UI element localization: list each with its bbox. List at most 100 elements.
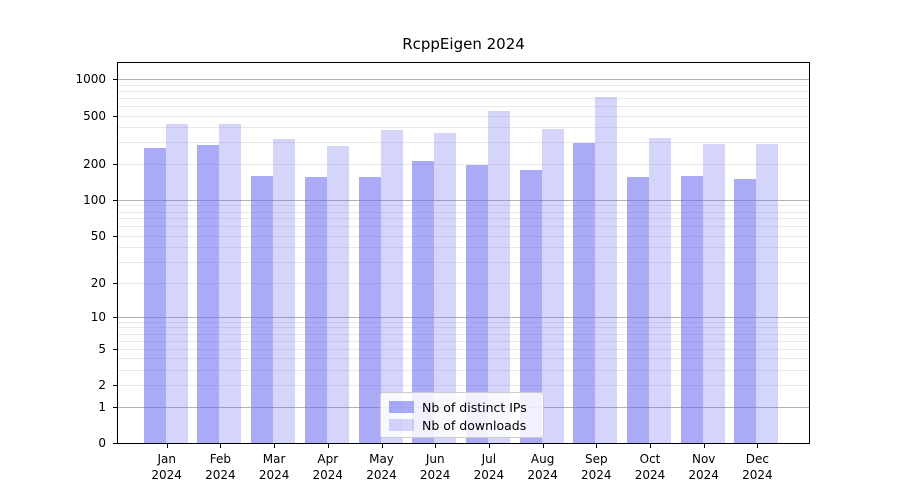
- bar-distinct-ips-feb: [197, 144, 220, 443]
- x-tick-label-jun: Jun 2024: [419, 452, 451, 482]
- x-tick-label-oct: Oct 2024: [634, 452, 666, 482]
- bar-distinct-ips-apr: [304, 177, 327, 443]
- y-tick-label-10: 10: [90, 309, 106, 324]
- bar-downloads-mar: [273, 139, 296, 443]
- gridline-minor-8: [118, 327, 809, 329]
- x-tick-mark-feb: [220, 444, 222, 448]
- gridline-minor-30: [118, 262, 809, 264]
- legend-label-downloads: Nb of downloads: [422, 417, 527, 433]
- bar-downloads-jun: [434, 132, 457, 443]
- bar-distinct-ips-jan: [143, 147, 166, 443]
- x-tick-label-mar: Mar 2024: [258, 452, 290, 482]
- y-tick-label-500: 500: [83, 108, 106, 123]
- x-tick-label-aug: Aug 2024: [527, 452, 558, 482]
- y-tick-label-200: 200: [83, 156, 106, 171]
- x-tick-mark-nov: [703, 444, 705, 448]
- bar-distinct-ips-oct: [627, 177, 649, 443]
- y-tick-label-2: 2: [98, 378, 106, 393]
- y-tick-label-50: 50: [90, 228, 106, 243]
- bar-downloads-nov: [702, 144, 725, 443]
- legend-swatch-distinct-ips: [389, 401, 414, 413]
- y-tick-mark-1: [113, 406, 117, 408]
- gridline-minor-60: [118, 226, 809, 228]
- gridline-minor-5: [118, 348, 809, 350]
- y-tick-label-20: 20: [90, 275, 106, 290]
- gridline-minor-20: [118, 282, 809, 284]
- bar-downloads-aug: [541, 128, 564, 443]
- y-tick-mark-2: [113, 385, 117, 387]
- y-tick-mark-500: [113, 115, 117, 117]
- x-tick-label-sep: Sep 2024: [581, 452, 612, 482]
- bar-downloads-sep: [595, 97, 618, 443]
- y-tick-label-0: 0: [98, 436, 106, 450]
- gridline-minor-3: [118, 370, 809, 371]
- gridline-minor-4: [118, 358, 809, 360]
- x-tick-label-dec: Dec 2024: [742, 452, 773, 482]
- y-tick-mark-20: [113, 282, 117, 284]
- y-tick-label-1000: 1000: [75, 72, 106, 86]
- x-tick-mark-dec: [757, 444, 759, 448]
- gridline-minor-200: [118, 163, 809, 165]
- bar-distinct-ips-aug: [519, 170, 542, 443]
- x-tick-label-apr: Apr 2024: [312, 452, 344, 482]
- x-tick-mark-jun: [435, 444, 437, 448]
- plot-area: [117, 62, 810, 444]
- gridline-minor-80: [118, 211, 809, 213]
- y-tick-mark-50: [113, 235, 117, 237]
- gridline-minor-600: [118, 105, 809, 107]
- y-tick-label-1: 1: [98, 399, 106, 414]
- x-tick-mark-aug: [542, 444, 544, 448]
- x-tick-mark-mar: [274, 444, 276, 448]
- y-tick-mark-1000: [113, 79, 117, 80]
- bar-distinct-ips-jul: [465, 164, 488, 443]
- bar-downloads-may: [380, 129, 403, 443]
- x-tick-mark-sep: [596, 444, 598, 448]
- gridline-minor-2: [118, 385, 809, 387]
- gridline-minor-700: [118, 97, 809, 99]
- y-tick-mark-10: [113, 316, 117, 318]
- x-tick-mark-jan: [166, 444, 168, 448]
- legend-item-distinct-ips: Nb of distinct IPs: [381, 398, 543, 416]
- legend: Nb of distinct IPs Nb of downloads: [380, 392, 544, 438]
- gridline-minor-40: [118, 247, 809, 249]
- x-tick-label-jan: Jan 2024: [151, 452, 182, 482]
- gridline-major-10: [118, 316, 809, 318]
- y-tick-mark-200: [113, 163, 117, 165]
- x-tick-mark-may: [381, 444, 383, 448]
- gridline-major-1000: [118, 79, 809, 80]
- gridline-minor-50: [118, 235, 809, 237]
- chart-title: RcppEigen 2024: [402, 35, 525, 53]
- bar-distinct-ips-jun: [412, 160, 435, 443]
- bar-distinct-ips-nov: [680, 176, 703, 443]
- gridline-minor-7: [118, 333, 809, 335]
- bar-downloads-jan: [165, 124, 188, 443]
- gridline-minor-90: [118, 205, 809, 207]
- y-tick-label-100: 100: [83, 192, 106, 207]
- gridline-minor-9: [118, 321, 809, 323]
- bar-distinct-ips-dec: [734, 178, 757, 443]
- y-tick-label-5: 5: [98, 341, 106, 356]
- bar-downloads-jul: [487, 110, 510, 443]
- x-tick-label-feb: Feb 2024: [205, 452, 236, 482]
- gridline-major-100: [118, 199, 809, 201]
- gridline-minor-70: [118, 218, 809, 220]
- gridline-minor-300: [118, 142, 809, 144]
- bar-downloads-feb: [219, 124, 242, 443]
- x-tick-mark-oct: [650, 444, 651, 448]
- gridline-minor-900: [118, 84, 809, 86]
- gridline-minor-400: [118, 127, 809, 129]
- bar-downloads-apr: [326, 146, 349, 443]
- legend-item-downloads: Nb of downloads: [381, 416, 543, 434]
- bar-distinct-ips-mar: [251, 176, 274, 443]
- bar-downloads-oct: [649, 137, 671, 443]
- x-tick-mark-apr: [327, 444, 329, 448]
- gridline-minor-800: [118, 90, 809, 92]
- y-tick-mark-5: [113, 348, 117, 350]
- x-tick-label-may: May 2024: [366, 452, 397, 482]
- x-tick-mark-jul: [488, 444, 490, 448]
- bar-downloads-dec: [756, 144, 779, 443]
- x-tick-label-nov: Nov 2024: [688, 452, 719, 482]
- bar-distinct-ips-may: [358, 176, 381, 443]
- y-tick-mark-0: [113, 443, 117, 444]
